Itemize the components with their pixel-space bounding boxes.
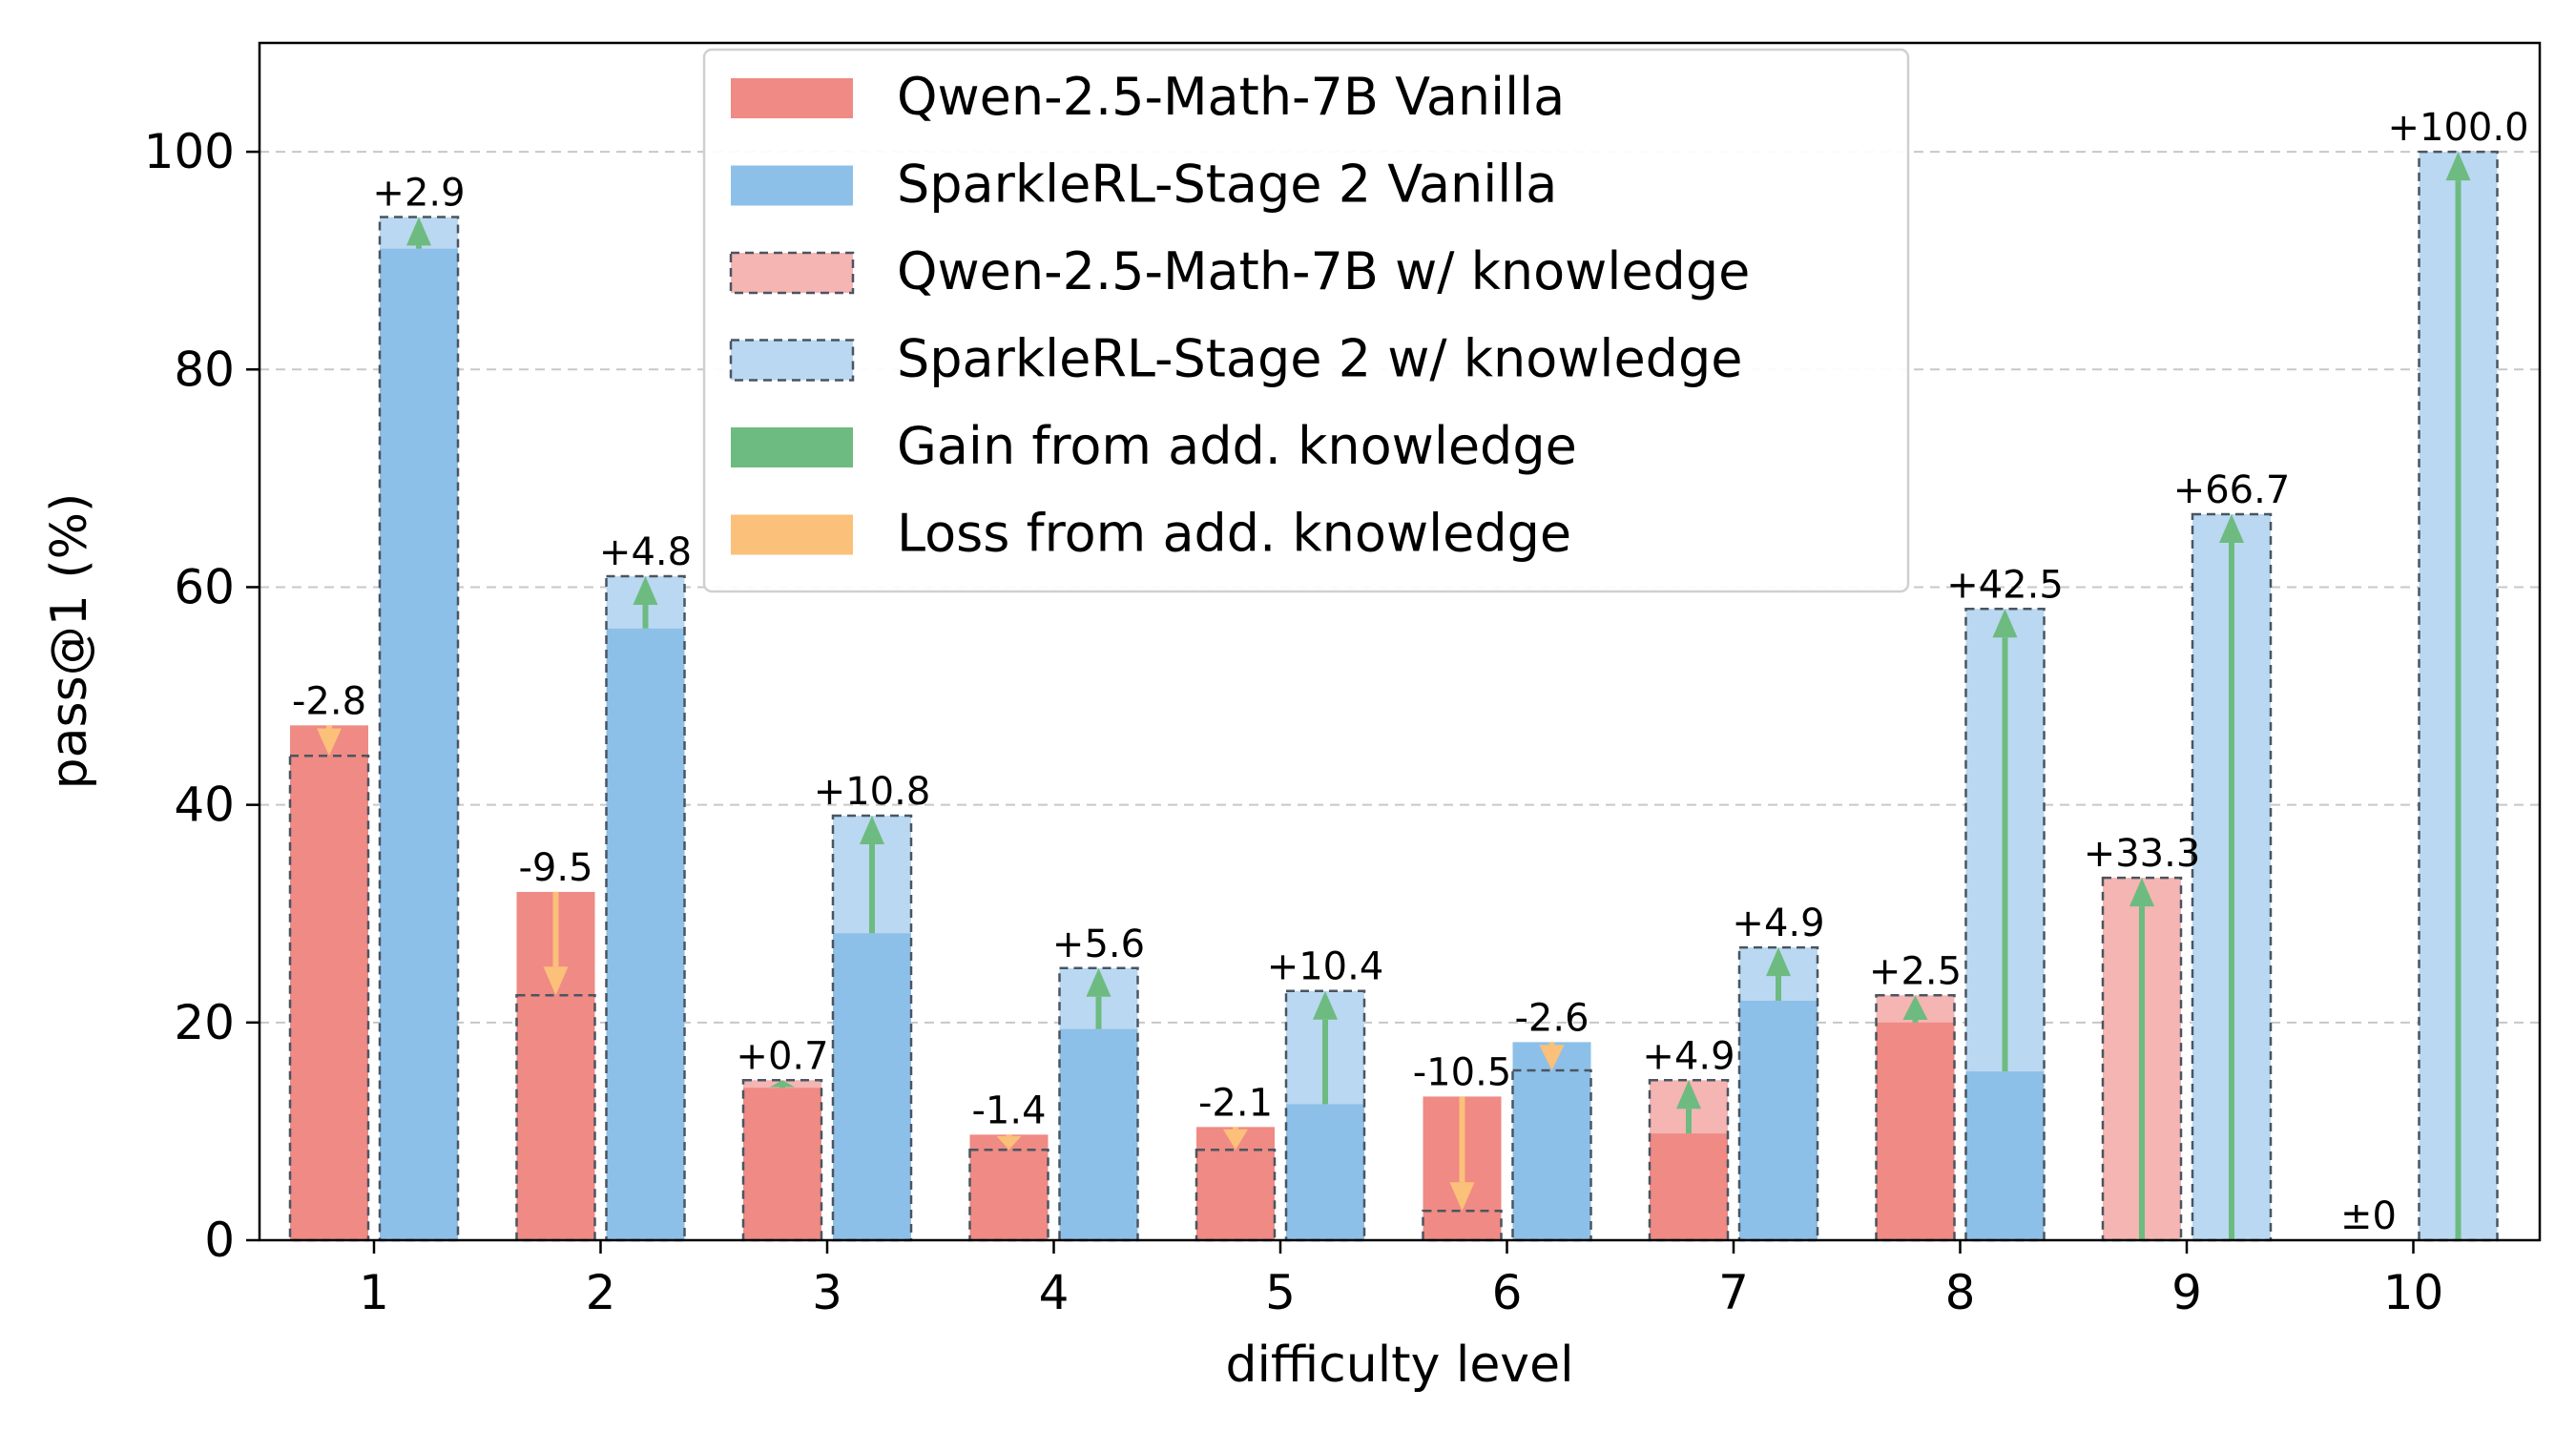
legend-label: Loss from add. knowledge (897, 504, 1571, 564)
arrow-layer (317, 152, 2471, 1240)
y-tick-label: 40 (174, 778, 235, 833)
x-tick-label: 4 (1039, 1265, 1070, 1320)
sparkle-vanilla-bar (1739, 1001, 1818, 1240)
x-tick-label: 9 (2171, 1265, 2202, 1320)
sparkle-vanilla-bar (833, 933, 911, 1240)
sparkle-vanilla-bar (1286, 1104, 1364, 1240)
qwen-delta-arrow-head (996, 1135, 1022, 1151)
qwen-delta-arrow-head (2129, 878, 2154, 907)
x-tick-label: 1 (359, 1265, 389, 1320)
qwen-delta-label: -10.5 (1413, 1050, 1512, 1094)
x-tick-label: 3 (812, 1265, 842, 1320)
sparkle-delta-arrow-head (1086, 967, 1111, 997)
legend-swatch (731, 78, 853, 118)
y-axis-title: pass@1 (%) (41, 493, 98, 790)
sparkle-delta-arrow-head (1992, 609, 2018, 638)
qwen-vanilla-bar (969, 1134, 1049, 1240)
x-tick-label: 7 (1718, 1265, 1749, 1320)
legend-label: SparkleRL-Stage 2 w/ knowledge (897, 329, 1742, 389)
qwen-delta-arrow-head (543, 966, 569, 996)
sparkle-knowledge-bar-outline (831, 814, 913, 1242)
x-tick-label: 10 (2383, 1265, 2444, 1320)
qwen-delta-label: +2.5 (1869, 949, 1962, 993)
sparkle-delta-arrow-head (1766, 947, 1791, 977)
qwen-vanilla-bar (1650, 1133, 1728, 1240)
qwen-vanilla-bar (290, 725, 368, 1240)
bar-layer (288, 150, 2499, 1242)
qwen-delta-arrow-head (770, 1080, 795, 1088)
tick-layer: 0 20 40 60 80 100 1 2 3 4 5 6 7 8 9 10 (144, 124, 2444, 1320)
plot-frame (258, 41, 2542, 1242)
sparkle-vanilla-bar (1059, 1028, 1138, 1240)
qwen-delta-arrow-head (1449, 1182, 1475, 1212)
sparkle-knowledge-bar-outline (378, 216, 460, 1242)
x-tick-label: 5 (1265, 1265, 1296, 1320)
sparkle-delta-arrow-head (2445, 152, 2471, 181)
y-tick-label: 80 (174, 342, 235, 397)
sparkle-delta-arrow-head (633, 576, 658, 606)
qwen-delta-label: -1.4 (971, 1089, 1046, 1132)
sparkle-delta-label: +42.5 (1946, 563, 2064, 607)
qwen-delta-label: -2.8 (292, 679, 366, 723)
qwen-delta-arrow-head (317, 728, 342, 757)
legend-label: Qwen-2.5-Math-7B w/ knowledge (897, 241, 1750, 301)
y-tick-label: 100 (144, 124, 235, 179)
qwen-delta-label: +4.9 (1642, 1034, 1735, 1078)
sparkle-knowledge-bar-outline (2191, 512, 2273, 1242)
qwen-delta-arrow-head (1676, 1080, 1701, 1110)
y-tick-label: 20 (174, 995, 235, 1050)
y-tick-label: 0 (204, 1213, 235, 1268)
sparkle-delta-label: +5.6 (1052, 923, 1145, 966)
sparkle-delta-arrow-head (2219, 514, 2244, 544)
sparkle-delta-label: +2.9 (372, 172, 465, 216)
sparkle-vanilla-bar (606, 628, 685, 1240)
qwen-delta-label: ±0 (2340, 1194, 2397, 1238)
sparkle-delta-label: +10.8 (814, 770, 931, 814)
sparkle-knowledge-bar-outline (1284, 989, 1366, 1242)
qwen-vanilla-bar (1876, 1022, 1955, 1240)
sparkle-vanilla-bar (1512, 1042, 1591, 1240)
legend-label: Qwen-2.5-Math-7B Vanilla (897, 67, 1565, 127)
sparkle-delta-label: +100.0 (2387, 106, 2528, 150)
x-tick-label: 8 (1945, 1265, 1976, 1320)
legend-label: SparkleRL-Stage 2 Vanilla (897, 155, 1557, 215)
delta-label-layer: -2.8 +2.9 -9.5 +4.8 +0.7 +10.8 -1.4 +5.6 -2.1 +10… (292, 106, 2529, 1238)
sparkle-delta-arrow-head (860, 816, 884, 845)
qwen-delta-label: -2.1 (1198, 1081, 1273, 1125)
sparkle-vanilla-bar (1965, 1071, 2045, 1240)
qwen-delta-arrow-head (1223, 1129, 1248, 1151)
x-tick-label: 6 (1492, 1265, 1523, 1320)
sparkle-delta-label: -2.6 (1514, 996, 1589, 1040)
legend-swatch (729, 339, 855, 382)
sparkle-delta-label: +4.8 (599, 530, 692, 574)
y-tick-label: 60 (174, 559, 235, 614)
sparkle-delta-arrow-head (1313, 990, 1338, 1020)
legend-box (702, 48, 1910, 593)
sparkle-delta-label: +10.4 (1267, 945, 1384, 989)
qwen-vanilla-bar (743, 1088, 821, 1240)
x-tick-label: 2 (586, 1265, 616, 1320)
sparkle-vanilla-bar (380, 248, 458, 1240)
legend-swatch (729, 251, 855, 295)
qwen-delta-arrow-head (1902, 995, 1928, 1020)
legend: Qwen-2.5-Math-7B Vanilla SparkleRL-Stage … (702, 48, 1910, 593)
legend-label: Gain from add. knowledge (897, 416, 1577, 476)
qwen-delta-label: +33.3 (2084, 832, 2201, 876)
legend-swatch (731, 427, 853, 467)
qwen-delta-label: +0.7 (736, 1034, 828, 1078)
sparkle-delta-arrow-head (1539, 1045, 1565, 1071)
sparkle-delta-label: +66.7 (2173, 468, 2291, 512)
sparkle-delta-label: +4.9 (1732, 902, 1824, 945)
sparkle-delta-arrow-head (406, 217, 431, 246)
qwen-delta-label: -9.5 (518, 846, 592, 890)
x-axis-title: difficulty level (1225, 1337, 1573, 1394)
legend-swatch (731, 514, 853, 555)
legend-swatch (731, 165, 853, 206)
